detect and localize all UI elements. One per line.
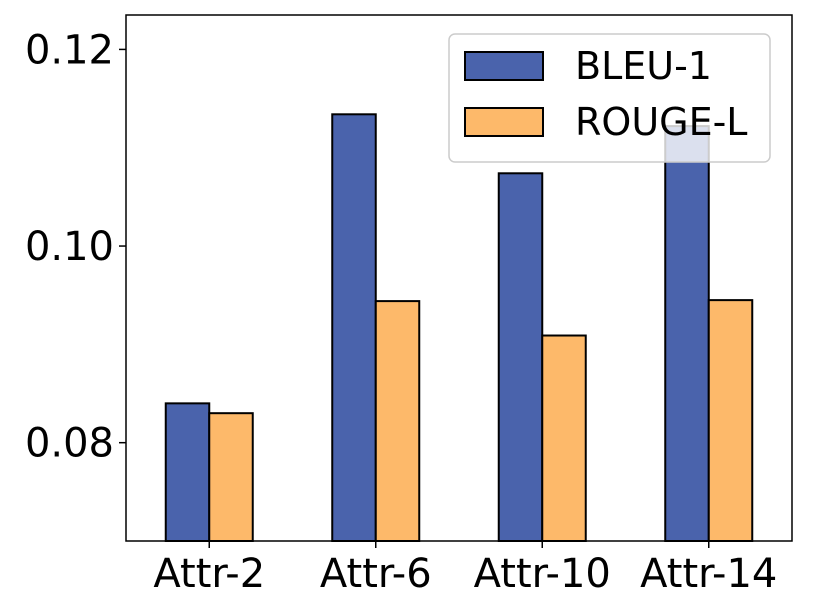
y-tick-label: 0.12 (25, 27, 114, 73)
y-tick-label: 0.08 (25, 421, 114, 467)
bar-rouge-l-attr-6 (374, 300, 421, 542)
x-axis: Attr-2 Attr-6 Attr-10 Attr-14 (153, 541, 777, 597)
bar-rouge-l-attr-2 (208, 412, 254, 543)
legend-swatch-rouge-l (464, 107, 544, 137)
bar-rouge-l-attr-14 (707, 299, 754, 542)
x-tick-label: Attr-6 (320, 551, 432, 597)
y-axis: 0.08 0.10 0.12 (25, 27, 126, 467)
x-tick-label: Attr-2 (153, 551, 265, 597)
x-tick-label: Attr-10 (474, 551, 611, 597)
legend-label-rouge-l: ROUGE-L (575, 100, 747, 144)
bar-bleu-1-attr-10 (497, 172, 544, 542)
bars-group (164, 113, 754, 543)
bar-rouge-l-attr-10 (541, 334, 587, 543)
bar-bleu-1-attr-2 (164, 402, 211, 542)
plot-frame (125, 14, 793, 542)
legend-label-bleu-1: BLEU-1 (575, 44, 712, 88)
y-tick-label: 0.10 (25, 224, 114, 270)
legend: BLEU-1 ROUGE-L (448, 33, 771, 163)
bar-bleu-1-attr-14 (664, 125, 710, 543)
bar-bleu-1-attr-6 (331, 113, 377, 542)
x-tick-label: Attr-14 (640, 551, 777, 597)
legend-swatch-bleu-1 (464, 51, 544, 81)
